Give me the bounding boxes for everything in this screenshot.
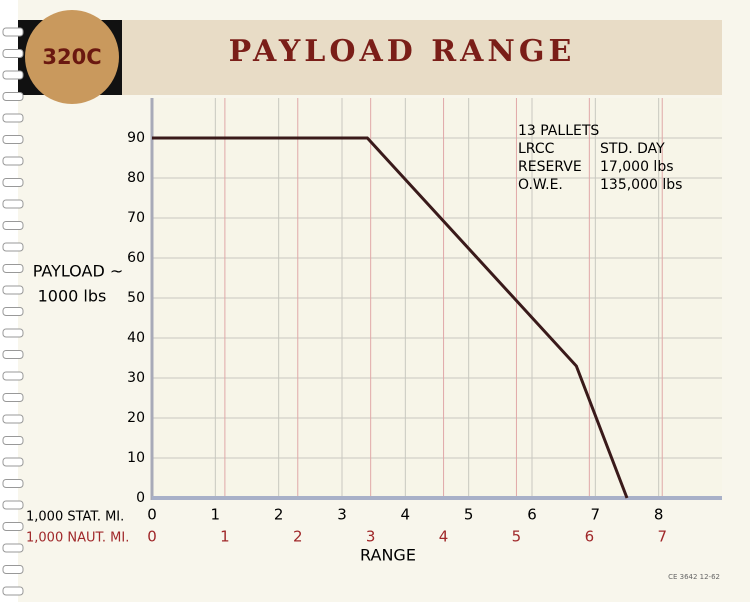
y-tick-label: 0 — [136, 490, 145, 506]
chart-title: PAYLOAD RANGE — [229, 34, 576, 69]
badge: 320C — [42, 45, 101, 69]
binding-ring — [2, 156, 24, 166]
y-tick-label: 80 — [127, 170, 145, 186]
x2-tick-label: 5 — [512, 528, 522, 546]
binding-ring — [2, 436, 24, 445]
y-tick-label: 40 — [127, 330, 145, 346]
binding-ring — [2, 500, 24, 510]
x2-tick-label: 1 — [220, 528, 230, 546]
x-tick-label: 0 — [147, 506, 157, 524]
binding-ring — [2, 242, 24, 252]
binding-ring — [2, 135, 24, 144]
x-tick-label: 4 — [401, 506, 411, 524]
y-tick-label: 60 — [127, 250, 145, 266]
binding-ring — [2, 479, 24, 488]
binding-ring — [2, 414, 24, 424]
x2-tick-label: 4 — [439, 528, 449, 546]
binding-ring — [2, 565, 24, 574]
y-tick-label: 50 — [127, 290, 145, 306]
annotation: 135,000 lbs — [600, 177, 682, 193]
y-label: 1000 lbs — [38, 287, 107, 306]
binding — [2, 27, 24, 596]
binding-ring — [2, 199, 24, 209]
x-tick-label: 2 — [274, 506, 284, 524]
y-tick-label: 30 — [127, 370, 145, 386]
x-tick-label: 1 — [211, 506, 221, 524]
binding-ring — [2, 393, 24, 402]
data-line — [152, 136, 629, 499]
binding-ring — [2, 543, 24, 553]
y-tick-label: 90 — [127, 130, 145, 146]
x-tick-label: 5 — [464, 506, 474, 524]
x2-tick-label: 0 — [147, 528, 157, 546]
x-tick-label: 7 — [591, 506, 601, 524]
x2-tick-label: 3 — [366, 528, 376, 546]
y-tick-label: 20 — [127, 410, 145, 426]
binding-ring — [2, 371, 24, 381]
y-tick-label: 10 — [127, 450, 145, 466]
x-axis-name: 1,000 STAT. MI. — [26, 510, 124, 525]
x2-tick-label: 7 — [657, 528, 667, 546]
binding-ring — [2, 27, 24, 37]
footer: CE 3642 12-62 — [668, 573, 720, 581]
badge-circle — [25, 10, 119, 104]
binding-ring — [2, 113, 24, 123]
binding-ring — [2, 285, 24, 295]
header-band — [18, 20, 722, 95]
binding-ring — [2, 307, 24, 316]
binding-ring — [2, 70, 24, 80]
binding-ring — [2, 49, 24, 58]
annotation: LRCC — [518, 141, 555, 157]
annotation: 17,000 lbs — [600, 159, 674, 175]
x2-axis-name: 1,000 NAUT. MI. — [26, 531, 129, 546]
x-label: RANGE — [360, 546, 416, 565]
annotation: 13 PALLETS — [518, 123, 599, 139]
annotation: O.W.E. — [518, 177, 563, 193]
annotation: STD. DAY — [600, 141, 665, 157]
x-tick-label: 3 — [337, 506, 347, 524]
binding-ring — [2, 264, 24, 273]
annotation: RESERVE — [518, 159, 582, 175]
binding-ring — [2, 586, 24, 596]
y-tick-label: 70 — [127, 210, 145, 226]
binding-ring — [2, 221, 24, 230]
x2-tick-label: 2 — [293, 528, 303, 546]
binding-ring — [2, 178, 24, 187]
binding-ring — [2, 457, 24, 467]
y-label: PAYLOAD ~ — [33, 262, 124, 281]
binding-ring — [2, 92, 24, 101]
x-tick-label: 6 — [527, 506, 537, 524]
binding-ring — [2, 350, 24, 359]
x-tick-label: 8 — [654, 506, 664, 524]
binding-ring — [2, 328, 24, 338]
x2-tick-label: 6 — [585, 528, 595, 546]
binding-ring — [2, 522, 24, 531]
